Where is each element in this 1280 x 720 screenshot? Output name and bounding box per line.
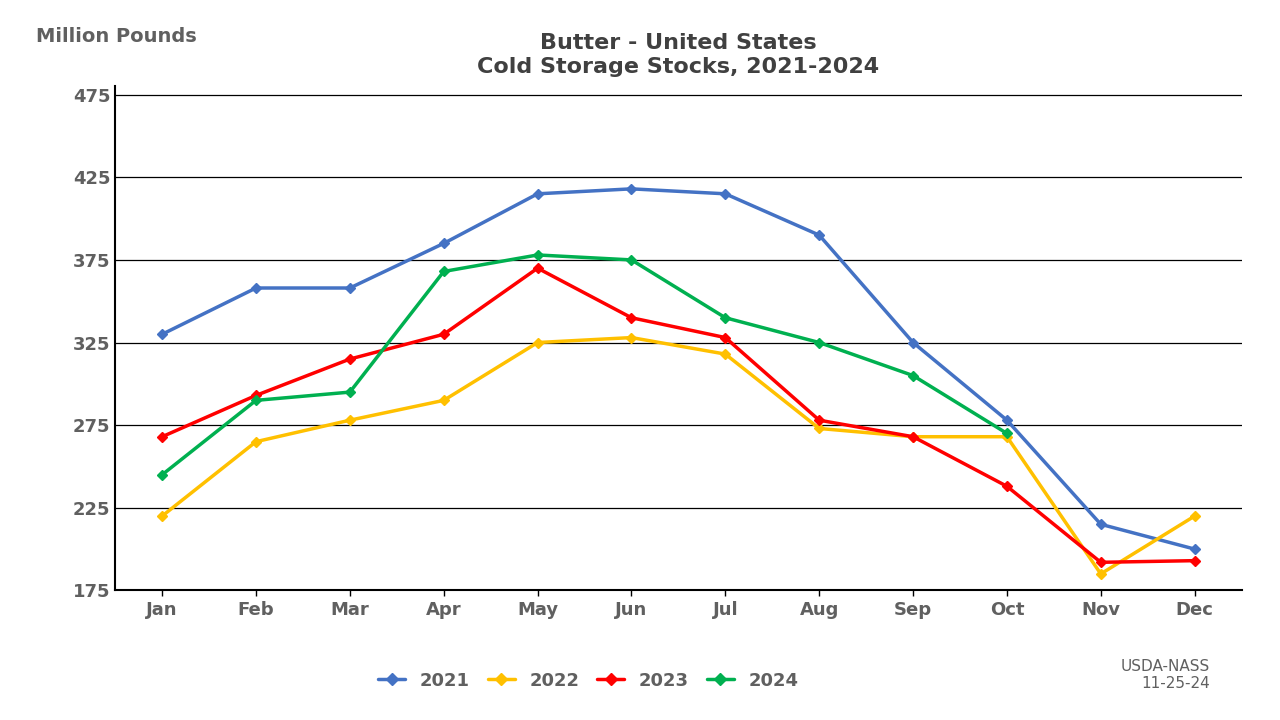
Line: 2024: 2024 [159, 251, 1010, 478]
2023 [530, 264, 545, 272]
2022 [248, 437, 264, 446]
2021 [155, 330, 170, 338]
2024 [623, 256, 639, 264]
2022 [1093, 570, 1108, 578]
2022 [718, 350, 733, 359]
2022 [155, 512, 170, 521]
2021 [436, 239, 452, 248]
2023 [718, 333, 733, 342]
2023 [812, 416, 827, 425]
2024 [248, 396, 264, 405]
Text: USDA-NASS
11-25-24: USDA-NASS 11-25-24 [1120, 659, 1210, 691]
2024 [436, 267, 452, 276]
2022 [623, 333, 639, 342]
2022 [436, 396, 452, 405]
2024 [342, 388, 357, 397]
2021 [1093, 520, 1108, 528]
2024 [155, 470, 170, 479]
2022 [530, 338, 545, 347]
Legend: 2021, 2022, 2023, 2024: 2021, 2022, 2023, 2024 [371, 665, 805, 698]
2023 [905, 433, 920, 441]
2022 [1187, 512, 1202, 521]
2021 [1000, 416, 1015, 425]
2022 [812, 424, 827, 433]
2024 [905, 372, 920, 380]
2024 [812, 338, 827, 347]
Title: Butter - United States
Cold Storage Stocks, 2021-2024: Butter - United States Cold Storage Stoc… [477, 33, 879, 76]
2021 [623, 184, 639, 193]
2021 [718, 189, 733, 198]
2023 [1093, 558, 1108, 567]
2023 [436, 330, 452, 338]
2021 [1187, 545, 1202, 554]
Line: 2021: 2021 [159, 185, 1198, 552]
2024 [530, 251, 545, 259]
2023 [1000, 482, 1015, 490]
2021 [342, 284, 357, 292]
2023 [342, 355, 357, 364]
Text: Million Pounds: Million Pounds [36, 27, 197, 46]
Line: 2023: 2023 [159, 265, 1198, 566]
2023 [155, 433, 170, 441]
2023 [248, 391, 264, 400]
2021 [905, 338, 920, 347]
2023 [1187, 557, 1202, 565]
2021 [530, 189, 545, 198]
2021 [812, 231, 827, 240]
2021 [248, 284, 264, 292]
2024 [1000, 429, 1015, 438]
2022 [342, 416, 357, 425]
2022 [1000, 433, 1015, 441]
2023 [623, 313, 639, 322]
2024 [718, 313, 733, 322]
Line: 2022: 2022 [159, 334, 1198, 577]
2022 [905, 433, 920, 441]
